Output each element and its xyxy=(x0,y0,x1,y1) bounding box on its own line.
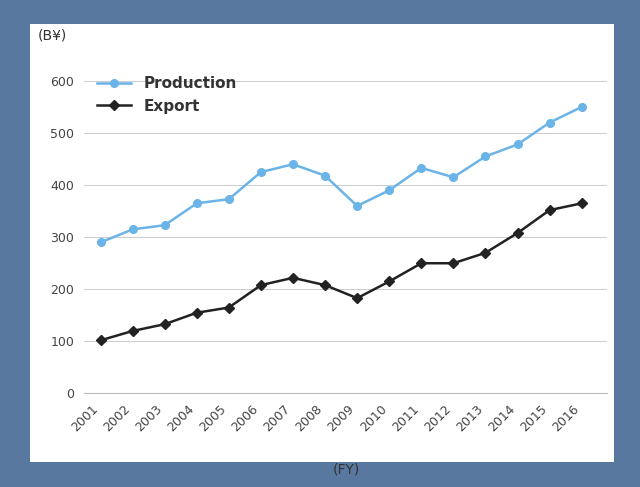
Production xyxy=(385,187,393,193)
Production xyxy=(257,169,265,175)
Production xyxy=(193,201,200,206)
Line: Export: Export xyxy=(97,200,585,344)
Production xyxy=(225,196,233,202)
Export xyxy=(482,250,490,256)
Export xyxy=(578,201,586,206)
Export xyxy=(97,337,104,343)
Production xyxy=(449,174,457,180)
Export xyxy=(289,275,297,281)
Production xyxy=(321,173,329,179)
Export xyxy=(449,261,457,266)
Export xyxy=(385,279,393,284)
X-axis label: (FY): (FY) xyxy=(332,462,360,476)
Production xyxy=(129,226,136,232)
Production xyxy=(482,153,490,159)
Text: (B¥): (B¥) xyxy=(38,29,67,43)
Export xyxy=(417,261,425,266)
Legend: Production, Export: Production, Export xyxy=(97,76,237,114)
Production xyxy=(353,203,361,209)
Production xyxy=(514,142,522,148)
Line: Production: Production xyxy=(97,103,586,246)
Production xyxy=(546,120,554,126)
Production xyxy=(97,240,104,245)
Export xyxy=(546,207,554,213)
Production xyxy=(161,222,168,228)
Export xyxy=(353,295,361,301)
Export xyxy=(193,310,200,316)
Export xyxy=(514,230,522,236)
Production xyxy=(578,104,586,110)
Production xyxy=(417,165,425,171)
Export xyxy=(257,282,265,288)
Export xyxy=(161,321,168,327)
Export xyxy=(129,328,136,334)
Export xyxy=(225,304,233,310)
Production xyxy=(289,161,297,167)
Export xyxy=(321,282,329,288)
